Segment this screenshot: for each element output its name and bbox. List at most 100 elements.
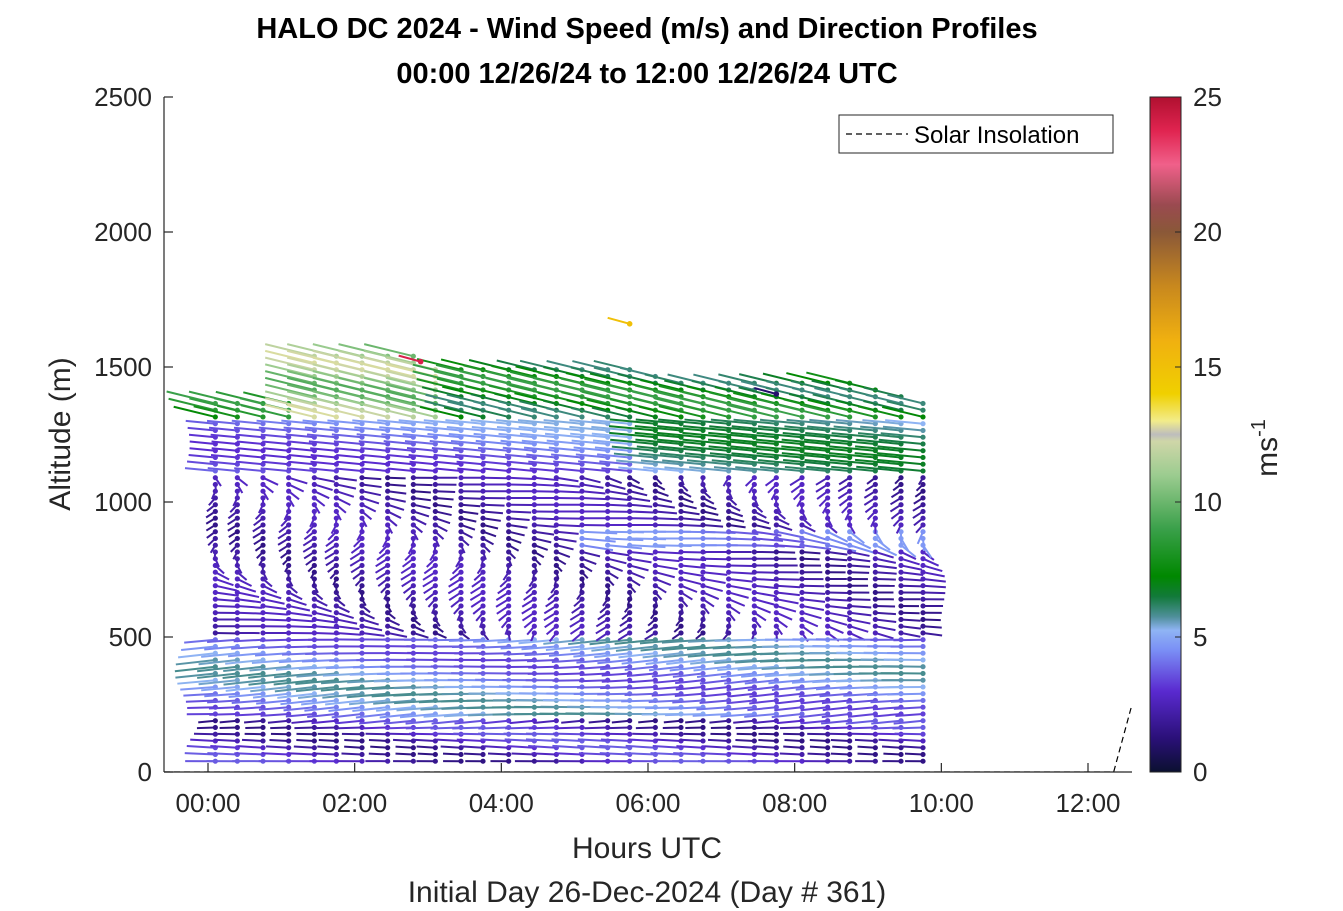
wind-vector-head <box>311 569 317 575</box>
wind-vector <box>413 483 433 487</box>
wind-vector-head <box>605 569 611 575</box>
wind-vector-head <box>920 468 926 474</box>
wind-vector-head <box>579 522 585 528</box>
wind-vector <box>611 719 630 724</box>
wind-vector <box>588 719 608 724</box>
wind-vector-head <box>726 549 732 555</box>
wind-vector <box>534 517 558 521</box>
wind-vector-head <box>553 718 559 724</box>
wind-vector-head <box>726 569 732 575</box>
wind-vector-head <box>726 556 732 562</box>
wind-vector <box>508 523 528 529</box>
wind-vector-head <box>432 610 438 616</box>
wind-vector <box>318 739 337 742</box>
wind-vector <box>702 571 728 576</box>
wind-vector <box>594 446 630 452</box>
wind-vector-head <box>260 603 266 609</box>
wind-vector-head <box>825 630 831 636</box>
wind-vector <box>379 712 414 719</box>
wind-vector <box>211 440 238 445</box>
wind-vector-head <box>553 643 559 650</box>
wind-vector-head <box>212 623 218 629</box>
wind-vector <box>296 672 337 678</box>
wind-vector <box>776 537 805 544</box>
wind-vector <box>223 665 264 673</box>
wind-vector-head <box>458 576 464 582</box>
wind-vector <box>250 685 289 693</box>
wind-vector-head <box>553 475 559 481</box>
wind-vector-head <box>458 616 464 623</box>
wind-vector-head <box>458 569 464 575</box>
wind-vector-head <box>432 569 438 575</box>
wind-vector-head <box>652 414 658 420</box>
wind-vector <box>779 752 803 756</box>
wind-vector-head <box>531 502 537 508</box>
wind-vector-head <box>579 643 585 650</box>
wind-vector-head <box>726 718 732 724</box>
wind-vector <box>776 523 793 531</box>
wind-vector <box>288 460 315 466</box>
wind-vector-head <box>286 515 292 521</box>
wind-vector-head <box>920 758 926 764</box>
wind-vector <box>608 726 630 730</box>
wind-vector-head <box>286 616 292 623</box>
wind-vector <box>784 425 828 432</box>
wind-vector-head <box>553 502 559 508</box>
wind-vector <box>336 476 357 482</box>
wind-vector-head <box>579 549 585 555</box>
wind-vector <box>201 652 238 658</box>
wind-vector-head <box>799 724 805 731</box>
wind-vector-head <box>872 414 878 420</box>
wind-vector-head <box>799 751 805 758</box>
wind-vector-head <box>311 697 317 704</box>
wind-vector-head <box>579 650 585 656</box>
wind-vector <box>556 476 579 483</box>
wind-vector <box>635 438 682 445</box>
wind-vector <box>682 438 729 445</box>
wind-vector <box>425 426 462 432</box>
wind-vector <box>355 712 388 719</box>
wind-vector-head <box>678 664 684 670</box>
wind-vector-head <box>898 589 904 596</box>
wind-vector <box>264 397 315 412</box>
wind-vector <box>579 672 608 676</box>
wind-vector <box>728 571 754 575</box>
wind-vector <box>592 439 630 445</box>
wind-vector-head <box>898 529 904 535</box>
wind-vector <box>680 564 706 569</box>
wind-vector <box>759 466 803 472</box>
wind-vector-head <box>234 481 240 488</box>
wind-vector <box>460 496 482 500</box>
wind-vector <box>611 445 656 452</box>
wind-vector-head <box>286 677 292 683</box>
wind-vector-head <box>627 610 633 616</box>
wind-vector-head <box>480 549 486 555</box>
wind-vector <box>185 699 216 703</box>
wind-vector-head <box>359 502 365 508</box>
wind-vector <box>655 517 679 521</box>
wind-vector-head <box>506 508 512 515</box>
wind-vector-head <box>678 549 684 555</box>
wind-vector-head <box>385 562 391 569</box>
wind-vector-head <box>825 745 831 751</box>
wind-vector-head <box>410 414 416 420</box>
wind-vector-head <box>234 414 240 420</box>
wind-vector-head <box>605 616 611 623</box>
wind-vector <box>687 652 729 658</box>
wind-vector-head <box>700 670 706 677</box>
wind-vector-head <box>825 508 831 515</box>
wind-vector <box>607 564 623 572</box>
wind-vector <box>173 405 216 418</box>
wind-vector-head <box>506 623 512 629</box>
wind-vector-head <box>417 358 424 365</box>
wind-vector-head <box>605 623 611 629</box>
wind-vector-head <box>432 515 438 521</box>
wind-vector-head <box>553 562 559 569</box>
wind-vector-head <box>920 576 926 582</box>
wind-vector <box>187 706 216 709</box>
wind-vector <box>498 432 535 439</box>
wind-vector <box>621 658 656 665</box>
wind-vector <box>320 685 363 692</box>
wind-vector <box>849 550 870 557</box>
wind-vector-head <box>385 475 391 481</box>
